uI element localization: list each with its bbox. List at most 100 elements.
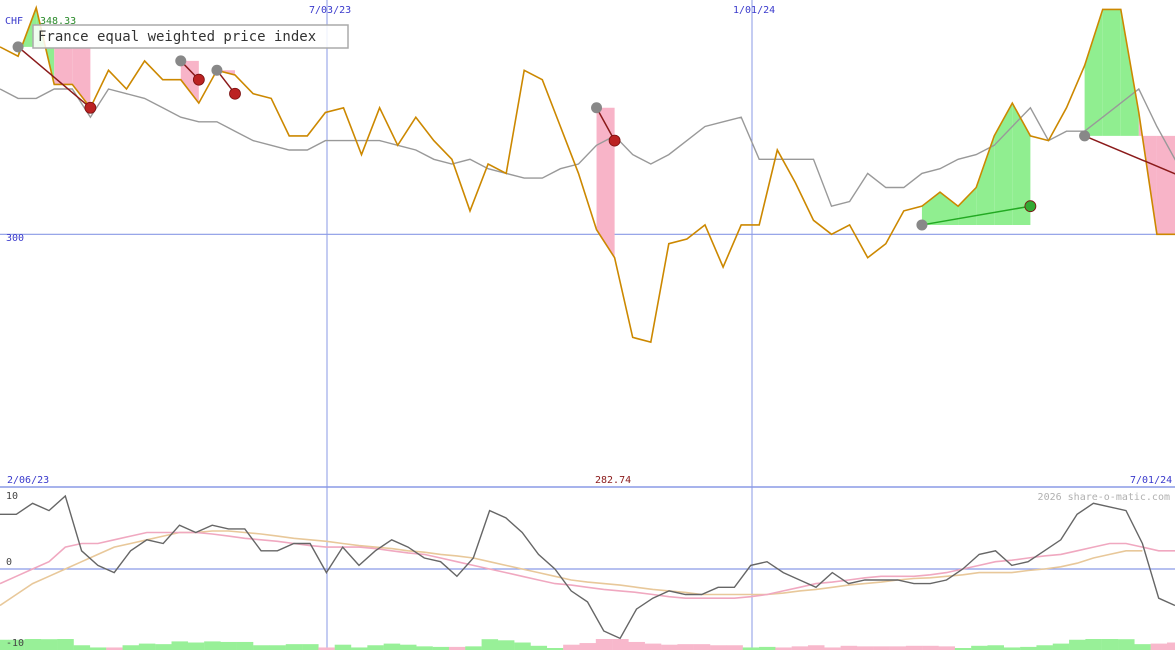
osc-bar-71 [1150,643,1168,650]
osc-bar-25 [399,644,417,650]
trade-exit-marker-1 [192,73,205,86]
legend-box: France equal weighted price index [32,24,349,49]
osc-bar-1 [8,639,25,650]
osc-bar-43 [693,644,711,650]
price-series-line [0,5,1175,344]
osc-bar-23 [367,645,384,650]
osc-bar-45 [726,645,743,650]
osc-bar-72 [1167,642,1175,650]
benchmark-series-line [0,87,1175,208]
osc-bar-31 [497,640,515,650]
osc-bar-28 [448,646,466,650]
trade-fill-3-33 [596,107,615,258]
trade-fill-4-52 [940,192,959,225]
osc-bar-63 [1020,646,1037,650]
trade-line-5 [1084,135,1175,175]
osc-bar-21 [334,644,352,650]
osc-bar-4 [57,639,74,650]
trade-fill-4-56 [1012,103,1031,225]
osc-bar-57 [922,645,939,650]
currency-label: CHF [5,16,23,27]
osc-bar-68 [1101,639,1119,650]
osc-bar-65 [1052,643,1070,650]
top-value-label: 348.33 [40,16,76,27]
osc-bar-58 [938,646,956,650]
x-tick-label-2: 1/01/24 [733,5,775,16]
chart-title: France equal weighted price index [38,29,316,45]
osc-bar-33 [530,645,548,650]
reference-level-label: 300 [6,233,24,244]
osc-bar-35 [563,644,580,650]
osc-bar-6 [89,647,107,650]
osc-bar-51 [824,647,841,650]
osc-bar-52 [840,645,858,650]
trade-entry-marker-2 [211,64,223,76]
osc-bar-29 [465,646,482,650]
trade-fill-5-62 [1120,9,1139,136]
osc-series-line-1 [0,531,1175,599]
trade-exit-marker-2 [229,87,241,100]
series-lines [0,5,1175,344]
oscillator-panel [0,494,1175,650]
osc-tick-top: 10 [6,491,18,502]
x-tick-label-1: 7/03/23 [309,5,351,16]
osc-bar-53 [856,646,874,650]
osc-bar-15 [236,641,254,650]
osc-bar-37 [595,639,613,650]
osc-bar-39 [628,641,645,650]
range-start-label: 2/06/23 [7,475,49,486]
osc-bar-0 [0,639,9,650]
osc-bar-30 [481,639,499,650]
osc-bar-47 [759,646,776,650]
osc-bar-19 [302,644,319,650]
osc-bar-20 [318,647,335,650]
osc-bar-38 [612,639,629,650]
trade-fill-1-10 [180,60,199,104]
osc-bar-10 [155,644,172,650]
trade-exit-marker-3 [608,134,621,147]
osc-bar-2 [24,639,42,650]
trade-entry-marker-3 [591,102,603,114]
osc-bar-62 [1003,647,1021,650]
trade-entry-marker-4 [916,219,928,231]
osc-bar-32 [514,642,531,650]
osc-bar-24 [383,643,401,650]
osc-bar-48 [775,647,792,650]
trade-entry-marker-1 [175,55,187,67]
osc-bar-59 [954,648,972,650]
osc-bar-26 [416,646,433,650]
osc-bar-64 [1036,645,1053,650]
osc-bar-16 [253,645,270,650]
osc-bar-56 [905,645,923,650]
osc-bar-66 [1069,639,1086,650]
trade-line-4 [921,205,1031,226]
osc-bar-22 [351,647,368,650]
trade-line-0 [17,46,91,109]
trade-fill-4-53 [958,187,977,225]
osc-bar-11 [171,641,189,650]
osc-tick-bottom: -10 [6,638,24,649]
osc-bar-41 [661,644,678,650]
trade-fill-5-64 [1156,135,1175,235]
watermark: 2026 share-o-matic.com [1038,492,1170,503]
osc-bar-34 [546,648,564,650]
trade-line-3 [595,107,616,141]
osc-bar-60 [971,645,988,650]
trade-entry-marker-5 [1079,130,1091,142]
trade-fill-0-4 [72,46,91,108]
osc-bar-9 [138,643,156,650]
osc-bar-69 [1118,639,1135,650]
osc-bar-44 [710,645,727,650]
osc-bar-46 [742,647,760,650]
osc-bar-3 [40,639,58,650]
trade-fill-4-55 [994,103,1013,225]
trade-exit-marker-0 [84,101,97,114]
osc-bar-54 [873,646,890,650]
osc-series-line-0 [0,494,1175,640]
osc-bar-61 [987,645,1004,650]
trade-markers [12,41,1091,231]
osc-series-line-2 [0,530,1143,607]
osc-bar-8 [122,645,140,650]
osc-bar-70 [1134,644,1151,650]
